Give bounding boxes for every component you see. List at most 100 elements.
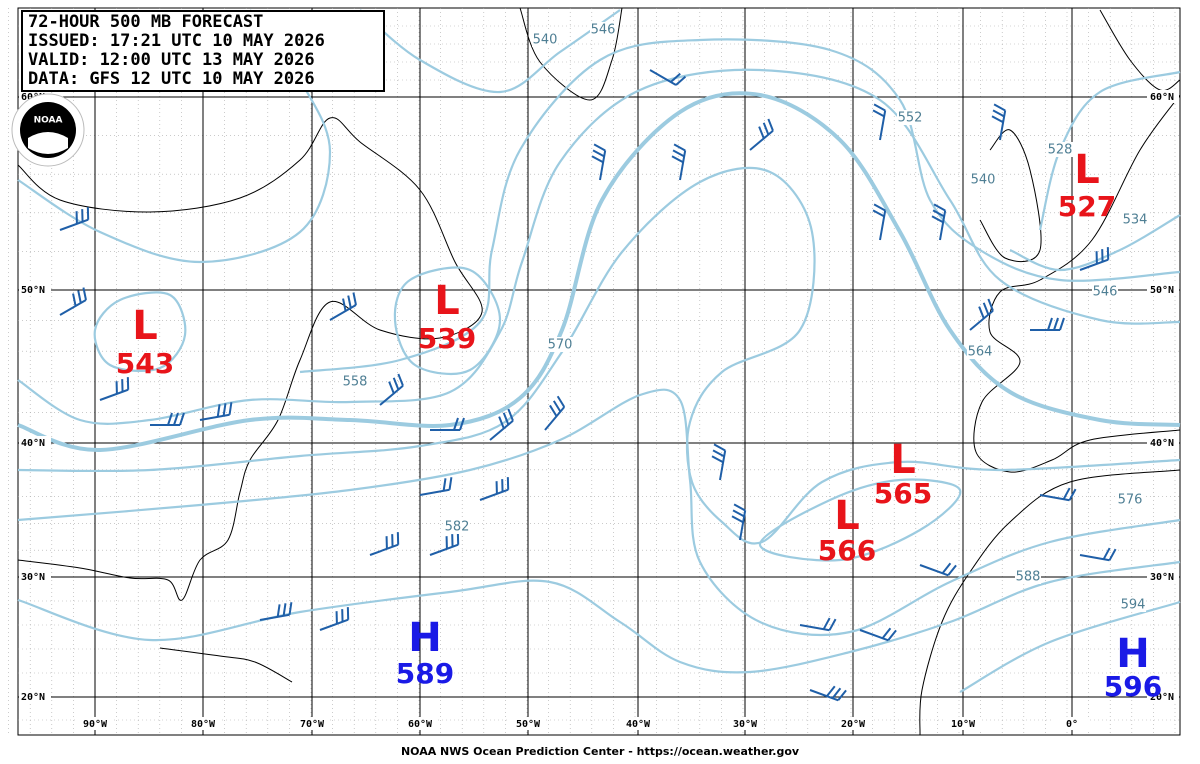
barb-feather — [391, 534, 394, 547]
contour-label: 540 — [971, 173, 996, 188]
contour-label-bg — [1015, 569, 1041, 584]
contour-label: 576 — [1118, 493, 1143, 508]
barb-feather — [732, 509, 745, 518]
lon-label: 70°W — [300, 719, 325, 730]
barb-feather — [556, 395, 566, 408]
lon-label: 40°W — [626, 719, 651, 730]
header-line: DATA: GFS 12 UTC 10 MAY 2026 — [28, 69, 315, 89]
lon-label: 50°W — [516, 719, 541, 730]
barb-feather — [77, 290, 82, 304]
barb-feather — [828, 618, 837, 631]
barb-feather — [453, 417, 459, 431]
wind-barb — [859, 627, 897, 642]
lon-label-box — [727, 717, 763, 730]
barb-feather — [837, 689, 847, 701]
wind-barb — [259, 602, 293, 621]
barb-feather — [881, 627, 892, 639]
noaa-logo: NOAA — [11, 93, 85, 167]
barb-feather — [126, 377, 130, 390]
barb-feather — [216, 404, 221, 418]
wind-barb — [150, 412, 185, 426]
lon-label-box — [945, 717, 981, 730]
barb-feather — [1062, 487, 1071, 500]
barb-feather — [767, 118, 774, 132]
wind-barb — [544, 395, 566, 431]
barb-feather — [671, 155, 684, 164]
barb-feather — [873, 203, 886, 212]
barb-feather — [442, 478, 447, 491]
lon-label-box — [402, 717, 438, 730]
center-value: 596 — [1104, 670, 1162, 703]
barb-feather — [173, 412, 179, 426]
grid — [8, 8, 1180, 735]
header-box: 72-HOUR 500 MB FORECAST ISSUED: 17:21 UT… — [21, 10, 385, 92]
barb-feather — [978, 306, 985, 319]
barb-feather — [222, 403, 227, 416]
contour-label: 540 — [533, 33, 558, 48]
lon-label: 20°W — [841, 719, 866, 730]
barb-feather — [445, 536, 448, 549]
barb-feather — [932, 209, 945, 218]
wind-barb — [369, 532, 400, 556]
wind-barb — [319, 607, 350, 631]
wind-barb — [430, 417, 465, 431]
contour — [17, 388, 1181, 637]
logo-wave — [28, 132, 68, 154]
barb-feather — [941, 562, 952, 574]
wind-barb — [429, 532, 460, 556]
barb-feather — [495, 481, 498, 494]
wind-barb — [1079, 247, 1110, 271]
wind-barb — [872, 203, 887, 241]
contour — [17, 91, 1181, 453]
barb-feather — [1053, 317, 1059, 331]
contour — [93, 291, 187, 373]
wind-barb — [479, 477, 510, 501]
barb-feather — [396, 532, 400, 545]
contour-label: 546 — [591, 23, 616, 38]
contour — [959, 600, 1181, 693]
barb-feather — [549, 404, 558, 417]
barb-feather — [1095, 251, 1098, 264]
contour-label: 570 — [548, 338, 573, 353]
lon-label-box — [835, 717, 871, 730]
barb-feather — [1106, 247, 1110, 260]
barb-feather — [675, 75, 687, 86]
barb-feather — [987, 298, 994, 312]
wind-barb — [671, 143, 687, 181]
wind-barb — [489, 408, 514, 441]
wind-barb — [99, 377, 130, 401]
contour — [359, 9, 621, 94]
contour — [299, 38, 1181, 374]
barb-feather — [993, 103, 1006, 112]
barb-feather — [1059, 317, 1065, 331]
center-letter: L — [132, 303, 158, 349]
center-letter: H — [1116, 631, 1149, 677]
barb-feather — [591, 155, 604, 164]
barb-feather — [459, 417, 465, 431]
center-letter: L — [1074, 147, 1100, 193]
barb-feather — [228, 402, 233, 415]
lat-label-box — [1147, 690, 1179, 703]
contour-label: 528 — [1048, 143, 1073, 158]
barb-feather — [552, 400, 562, 413]
contour-label: 594 — [1121, 598, 1146, 613]
contour-label: 564 — [968, 345, 993, 360]
header-line: 72-HOUR 500 MB FORECAST — [28, 12, 263, 32]
barb-feather — [822, 617, 831, 630]
contour-label-bg — [1120, 597, 1146, 612]
barb-feather — [887, 629, 897, 641]
contour-label-bg — [967, 344, 993, 359]
barb-feather — [731, 515, 744, 524]
labels: 90°W 80°W 70°W 60°W 50°W 40°W 30°W 20°W 10°W 0° 60… — [19, 22, 1179, 730]
lat-label: 40°N — [21, 438, 45, 449]
barb-feather — [502, 412, 510, 425]
barb-feather — [872, 109, 885, 118]
wind-barb — [1039, 487, 1077, 502]
wind-barb — [59, 207, 90, 231]
wind-barb — [809, 685, 847, 702]
header-line: ISSUED: 17:21 UTC 10 MAY 2026 — [28, 31, 325, 51]
lon-label: 30°W — [733, 719, 758, 730]
barb-feather — [385, 536, 388, 549]
